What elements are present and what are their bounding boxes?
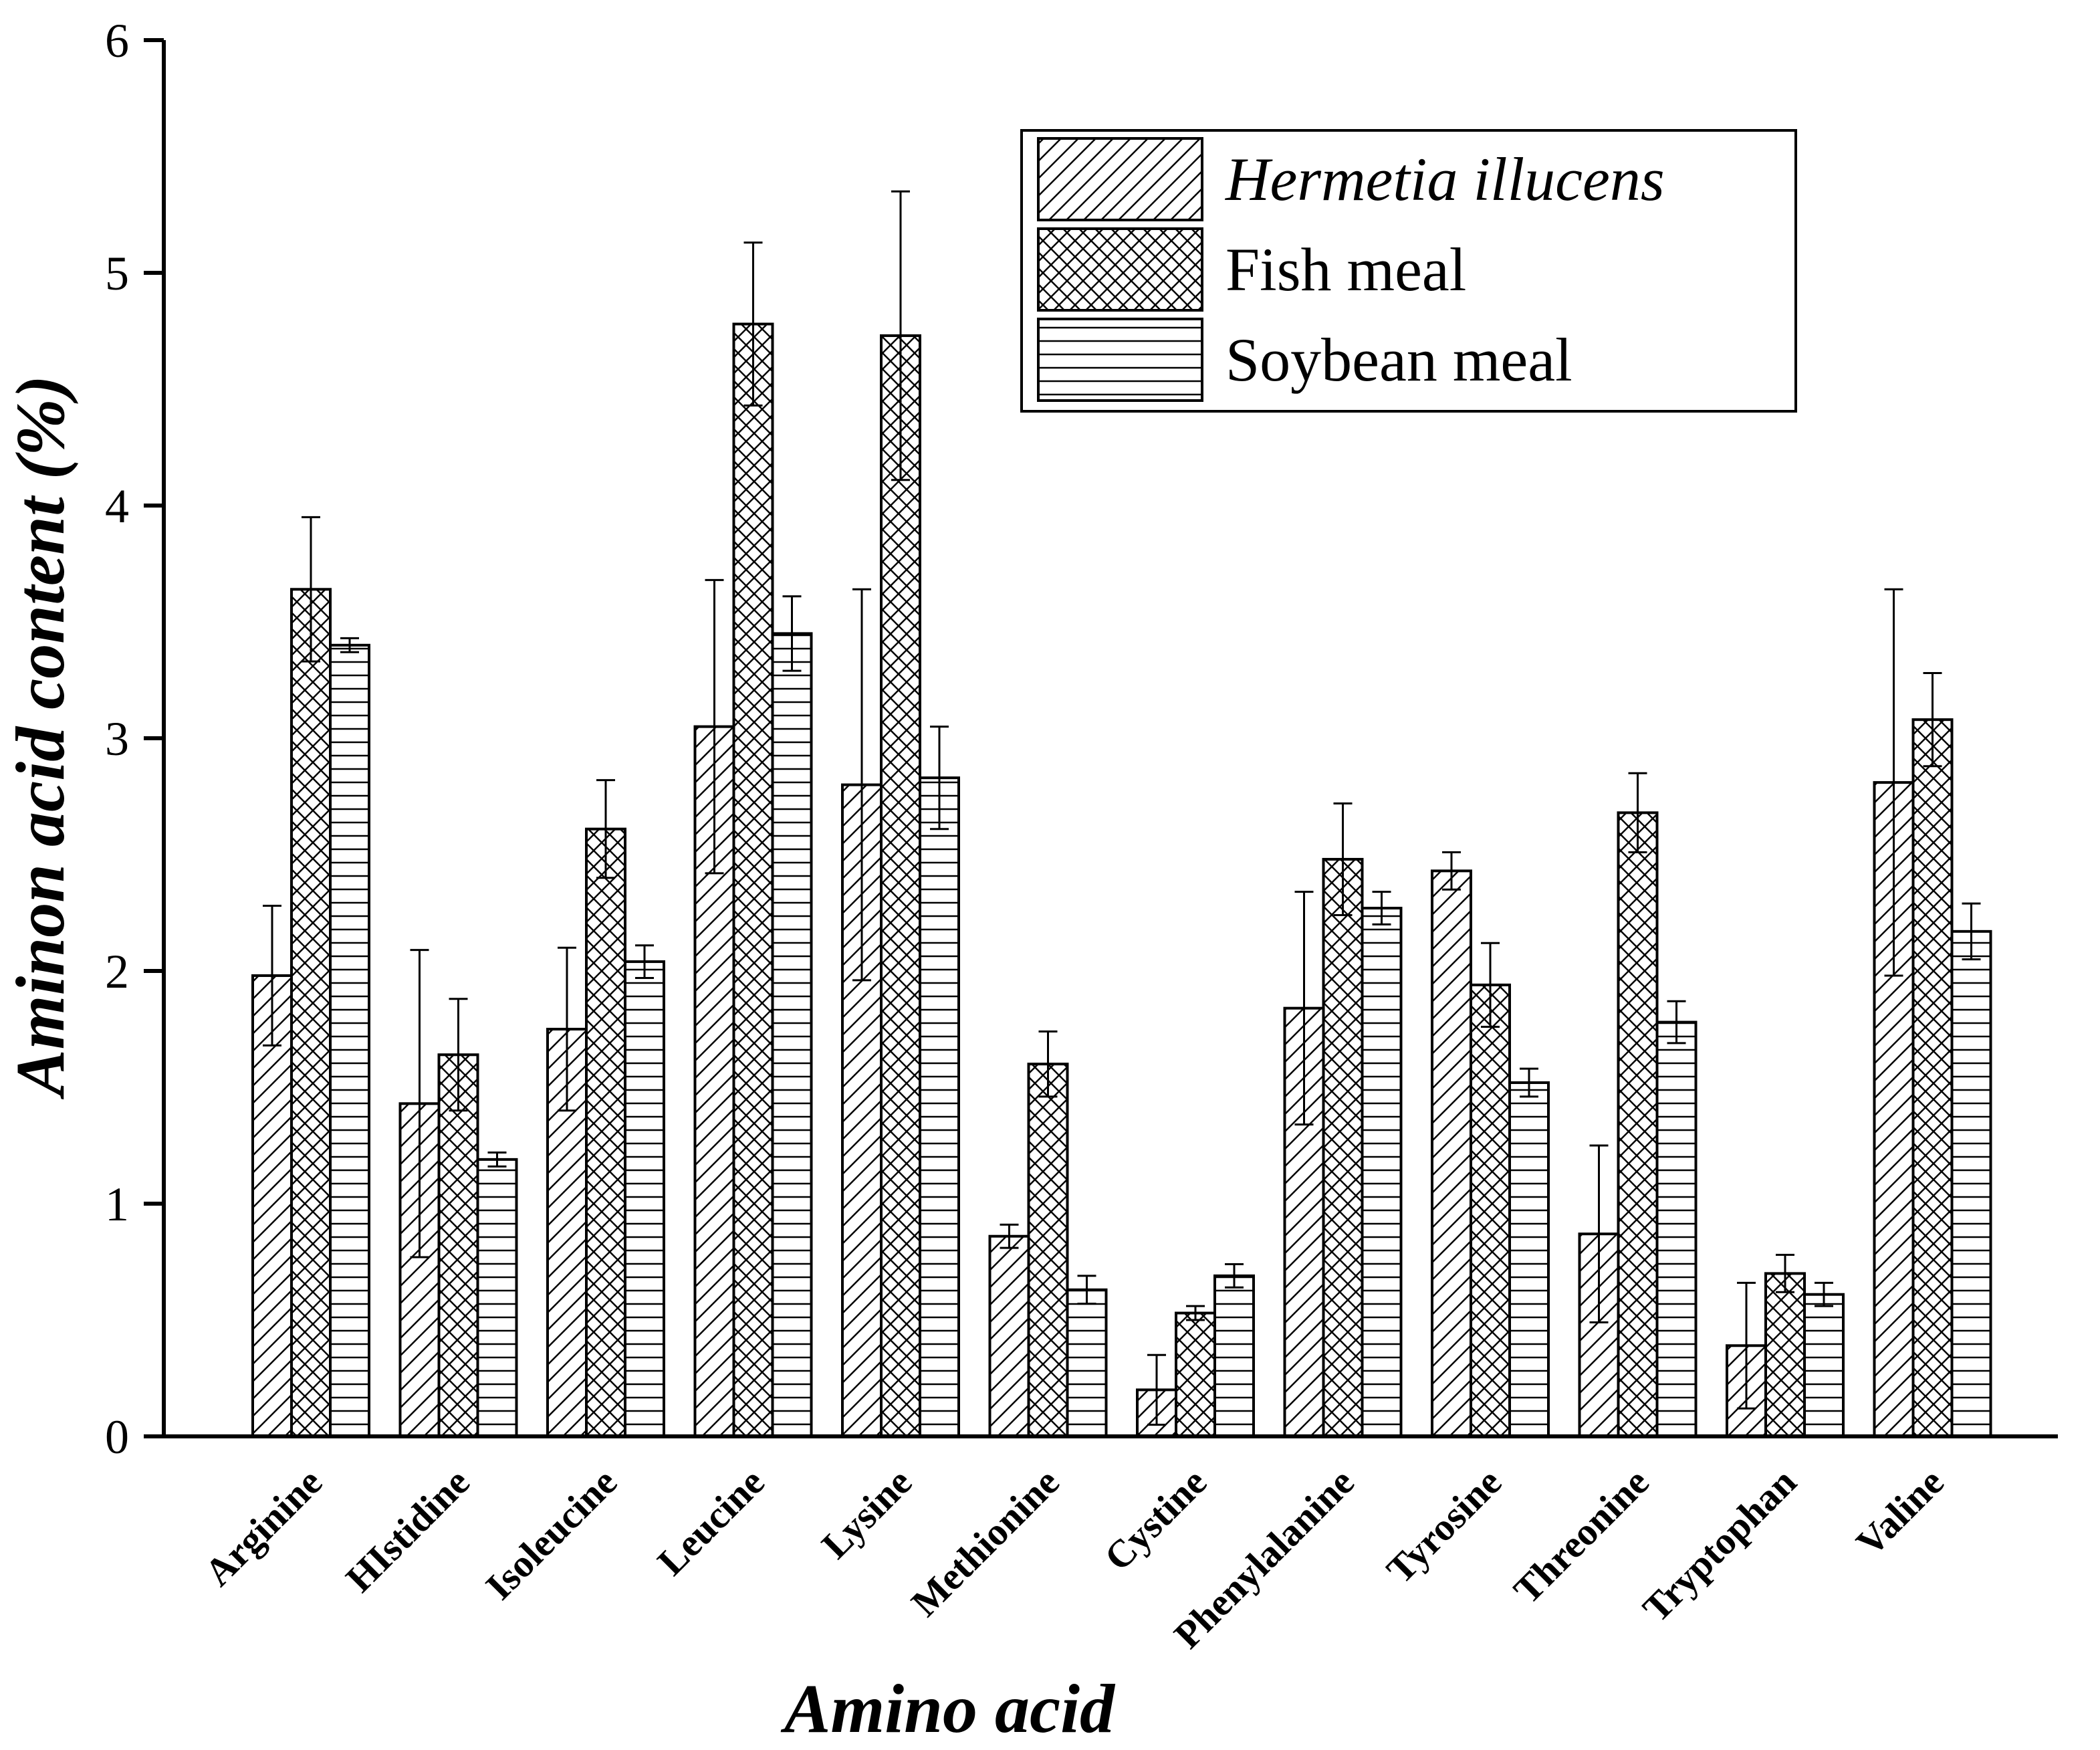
x-tick-label: Lysine [813, 1460, 920, 1567]
bar-crosshatch-methionine [1027, 1063, 1069, 1438]
bar-horizontal-leucine [771, 632, 813, 1438]
bar-horizontal-histidine [476, 1158, 518, 1438]
x-tick-label: Tyrosine [1378, 1460, 1510, 1592]
x-tick-label: Valine [1848, 1460, 1952, 1564]
x-tick-label: Tryptophan [1634, 1460, 1804, 1630]
bar-horizontal-arginine [329, 643, 370, 1438]
legend-label: Soybean meal [1226, 326, 1572, 394]
bar-crosshatch-tryptophan [1764, 1272, 1806, 1438]
bar-diagonal-tyrosine [1431, 869, 1472, 1438]
y-tick-label: 1 [105, 1178, 129, 1231]
bar-horizontal-isoleucine [624, 960, 665, 1438]
bar-crosshatch-phenylalanine [1322, 857, 1364, 1438]
bar-horizontal-valine [1950, 929, 1992, 1438]
bar-horizontal-cystine [1213, 1274, 1255, 1438]
legend-swatch-crosshatch [1037, 227, 1203, 312]
bar-horizontal-phenylalanine [1361, 907, 1403, 1438]
bar-crosshatch-histidine [437, 1053, 479, 1438]
bar-crosshatch-lysine [880, 334, 921, 1438]
legend-label: Hermetia illucens [1225, 145, 1665, 213]
bar-horizontal-methionine [1066, 1288, 1108, 1438]
x-tick-label: Threonine [1505, 1460, 1657, 1612]
bar-diagonal-arginine [251, 974, 293, 1438]
x-tick-label: Cystine [1096, 1460, 1215, 1579]
x-tick-label: Arginine [196, 1460, 330, 1594]
x-axis-title: Amino acid [780, 1670, 1116, 1747]
bar-diagonal-methionine [988, 1234, 1030, 1438]
bar-crosshatch-valine [1911, 718, 1954, 1438]
x-tick-label: Leucine [649, 1460, 773, 1583]
y-tick-label: 6 [105, 14, 129, 68]
y-tick-label: 0 [105, 1410, 129, 1464]
bar-crosshatch-threonine [1617, 811, 1659, 1438]
x-tick-label: Isoleucine [477, 1460, 625, 1608]
y-tick-label: 3 [105, 712, 129, 766]
x-tick-label: HIstidine [338, 1460, 478, 1600]
y-axis-title: Aminon acid content (%) [2, 375, 79, 1100]
y-tick-label: 2 [105, 945, 129, 998]
bar-crosshatch-leucine [732, 322, 774, 1438]
bar-horizontal-lysine [919, 776, 960, 1438]
y-tick-label: 4 [105, 479, 129, 533]
legend: Hermetia illucens Fish meal Soybean meal [1020, 129, 1797, 413]
bar-crosshatch-cystine [1175, 1311, 1216, 1438]
legend-swatch-diagonal [1037, 137, 1203, 221]
bar-horizontal-threonine [1655, 1020, 1698, 1438]
legend-swatch-horizontal [1037, 318, 1203, 402]
bar-horizontal-tryptophan [1803, 1293, 1845, 1438]
y-tick-label: 5 [105, 247, 129, 300]
bar-crosshatch-arginine [290, 588, 332, 1438]
x-tick-label: Methionine [903, 1460, 1067, 1624]
bar-horizontal-tyrosine [1508, 1081, 1550, 1438]
bar-crosshatch-isoleucine [585, 827, 626, 1438]
bar-crosshatch-tyrosine [1470, 983, 1511, 1438]
legend-label: Fish meal [1226, 235, 1466, 304]
